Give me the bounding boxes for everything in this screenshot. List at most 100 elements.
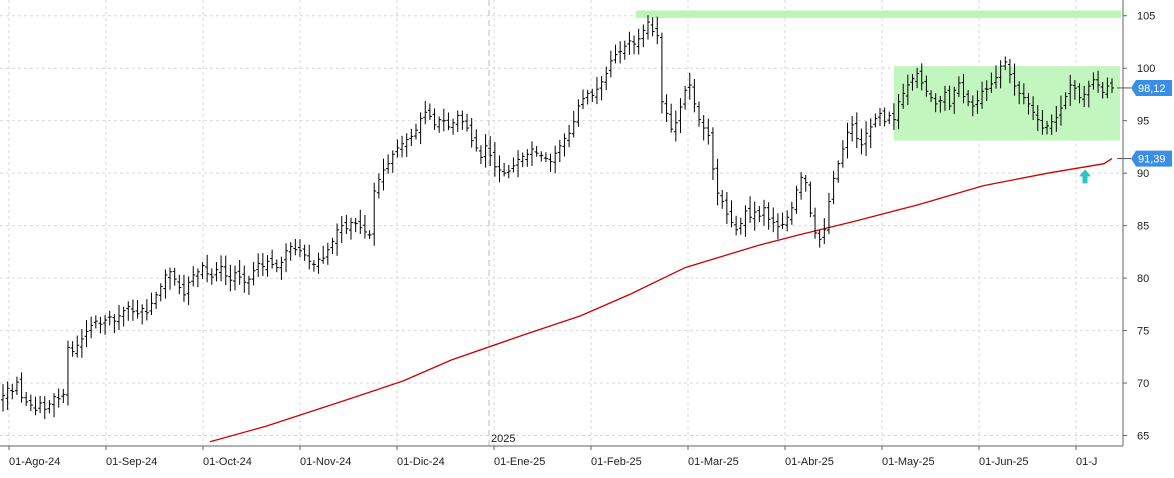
- moving-average-layer: [209, 158, 1113, 443]
- price-bar: [413, 123, 418, 140]
- price-bar: [56, 388, 61, 408]
- price-bar: [771, 207, 776, 233]
- x-tick-label: 01-Feb-25: [591, 456, 642, 468]
- price-bar: [608, 50, 613, 78]
- price-bar: [233, 265, 238, 291]
- price-bar: [887, 111, 892, 124]
- price-bar: [1110, 78, 1114, 94]
- price-bar: [478, 145, 483, 165]
- price-bar: [362, 214, 367, 239]
- price-bar: [1091, 72, 1096, 90]
- price-bar: [877, 108, 882, 127]
- price-bar: [497, 155, 502, 183]
- price-bar: [93, 315, 98, 329]
- x-tick-label: 01-Oct-24: [203, 456, 252, 468]
- price-bar: [65, 340, 70, 406]
- price-bar: [636, 28, 641, 55]
- price-bar: [163, 269, 168, 299]
- price-bar: [743, 205, 748, 237]
- price-bar: [1058, 95, 1063, 126]
- x-tick-label: 01-Mar-25: [688, 456, 739, 468]
- price-bar: [349, 217, 354, 240]
- price-bar: [539, 151, 544, 162]
- price-bar: [516, 150, 521, 178]
- price-bar: [794, 185, 799, 214]
- last-price-badge: 98,12: [1117, 79, 1172, 96]
- y-tick-label: 80: [1137, 273, 1149, 285]
- price-bar: [993, 65, 998, 89]
- price-bar: [1082, 85, 1087, 108]
- price-bar: [367, 230, 372, 240]
- price-bar: [228, 264, 233, 292]
- price-bar: [372, 182, 377, 246]
- price-bar: [441, 108, 446, 132]
- price-bar: [209, 268, 214, 285]
- price-bar: [706, 118, 711, 145]
- price-bar: [919, 63, 924, 91]
- price-bar: [335, 223, 340, 256]
- price-bar: [938, 95, 943, 113]
- price-bar: [966, 89, 971, 107]
- x-tick-label: 01-Sep-24: [106, 456, 157, 468]
- price-bar: [14, 376, 19, 395]
- price-bar: [766, 202, 771, 230]
- price-bar: [687, 72, 692, 100]
- price-bar: [223, 255, 228, 286]
- price-bar: [613, 44, 618, 64]
- price-bar: [42, 396, 47, 420]
- price-bar: [581, 89, 586, 110]
- price-bar: [1035, 105, 1040, 132]
- price-bars-layer: [1, 15, 1114, 420]
- price-bar: [664, 94, 669, 122]
- price-bar: [246, 275, 251, 295]
- badges-layer: 98,12 91,39: [1079, 79, 1172, 184]
- y-tick-label: 105: [1137, 11, 1155, 23]
- price-bar: [567, 124, 572, 148]
- price-bar: [293, 238, 298, 256]
- price-bar: [910, 74, 915, 91]
- price-bar: [172, 267, 177, 286]
- price-bar: [256, 253, 261, 277]
- price-bar: [400, 135, 405, 158]
- price-bar: [520, 152, 525, 168]
- price-bar: [799, 172, 804, 200]
- price-bar: [279, 256, 284, 281]
- price-bar: [729, 200, 734, 228]
- price-bar: [437, 116, 442, 133]
- price-bar: [599, 76, 604, 101]
- price-bar: [358, 209, 363, 235]
- price-bar: [488, 136, 493, 166]
- price-bar: [265, 255, 270, 277]
- price-bar: [251, 261, 256, 286]
- x-tick-label: 01-J: [1076, 456, 1097, 468]
- price-bar: [1017, 81, 1022, 105]
- price-bar: [956, 76, 961, 98]
- price-bar: [822, 218, 827, 244]
- price-bar: [1026, 93, 1031, 115]
- price-bar: [168, 267, 173, 290]
- price-bar: [836, 160, 841, 183]
- y-tick-label: 75: [1137, 326, 1149, 338]
- price-bar: [112, 314, 117, 334]
- moving-average-badge: 91,39: [1117, 150, 1172, 167]
- price-bar: [961, 73, 966, 104]
- price-bar: [710, 127, 715, 180]
- price-bar: [701, 115, 706, 141]
- price-bar: [390, 150, 395, 173]
- price-bar: [121, 306, 126, 327]
- price-bar: [562, 133, 567, 157]
- price-bar: [117, 304, 122, 330]
- x-tick-label: 01-Jun-25: [979, 456, 1029, 468]
- price-bar: [553, 145, 558, 174]
- price-bar: [140, 304, 145, 325]
- price-bar: [103, 314, 108, 335]
- price-bar: [191, 266, 196, 287]
- price-bar: [126, 301, 131, 321]
- price-bar: [534, 145, 539, 157]
- price-bar: [813, 207, 818, 239]
- price-bar: [186, 276, 191, 306]
- price-bar: [548, 153, 553, 173]
- price-bar: [905, 74, 910, 106]
